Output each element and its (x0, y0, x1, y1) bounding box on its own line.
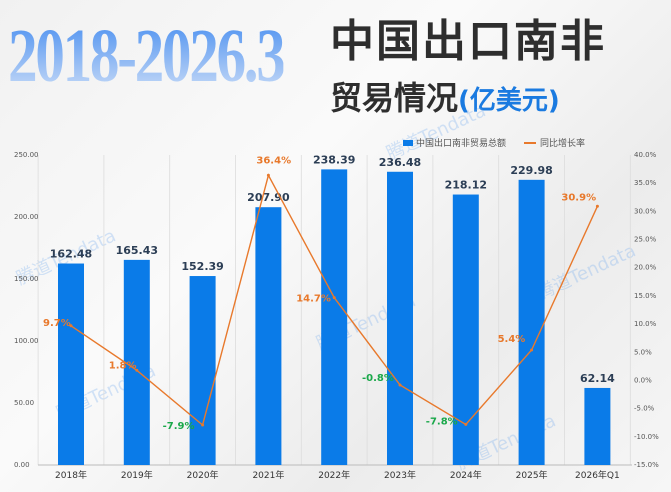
line-point (464, 422, 468, 426)
right-tick-label: 25.0% (634, 236, 657, 244)
bar-value-label: 152.39 (181, 260, 223, 273)
title-years: 2018-2026.3 (8, 14, 286, 98)
line-point (595, 204, 599, 208)
line-value-label: 5.4% (498, 334, 526, 345)
line-point (398, 383, 402, 387)
bar (584, 387, 611, 465)
right-tick-label: 30.0% (634, 207, 657, 215)
line-point (201, 423, 205, 427)
left-tick-label: 200.00 (14, 213, 39, 221)
x-tick-label: 2020年 (187, 469, 219, 481)
watermark: 腾道Tendata (533, 240, 639, 304)
bar-value-label: 162.48 (50, 248, 92, 261)
line-value-label: -7.9% (163, 421, 195, 432)
line-value-label: 1.8% (109, 360, 137, 371)
line-value-label: 36.4% (256, 155, 291, 166)
bar-value-label: 62.14 (580, 372, 615, 385)
title-unit: (亿美元) (458, 86, 560, 116)
bar-value-label: 165.43 (116, 244, 158, 257)
bar (255, 207, 282, 466)
right-tick-label: 5.0% (634, 348, 652, 356)
line-point (332, 296, 336, 300)
right-tick-label: 40.0% (634, 151, 657, 159)
x-tick-label: 2022年 (318, 469, 350, 481)
line-value-label: 30.9% (561, 192, 596, 203)
title-main: 中国出口南非 (330, 16, 606, 67)
bar (123, 259, 150, 465)
x-tick-label: 2026年Q1 (575, 469, 620, 481)
right-tick-label: 35.0% (634, 179, 657, 187)
line-point (266, 173, 270, 177)
bar-value-label: 236.48 (379, 156, 421, 169)
left-tick-label: 150.00 (14, 275, 39, 283)
right-tick-label: -10.0% (634, 433, 659, 441)
line-point (135, 368, 139, 372)
line-value-label: 14.7% (296, 294, 331, 305)
title-sub: 贸易情况(亿美元) (330, 82, 560, 114)
bar-value-label: 218.12 (445, 179, 487, 192)
legend-bar-label: 中国出口南非贸易总额 (416, 137, 506, 149)
bar (387, 171, 413, 465)
x-tick-label: 2023年 (384, 469, 416, 481)
line-value-label: 9.7% (43, 318, 71, 329)
right-tick-label: 20.0% (634, 264, 657, 272)
line-value-label: -7.8% (426, 416, 458, 427)
left-tick-label: 100.00 (14, 337, 39, 345)
bar (189, 276, 216, 465)
bar (321, 169, 348, 465)
legend-line-label: 同比增长率 (540, 137, 585, 149)
x-tick-label: 2025年 (516, 469, 548, 481)
left-tick-label: 250.00 (14, 151, 39, 159)
right-tick-label: 15.0% (634, 292, 657, 300)
right-tick-label: 10.0% (634, 320, 657, 328)
bar (58, 263, 84, 465)
right-tick-label: -5.0% (634, 405, 655, 413)
x-tick-label: 2021年 (252, 469, 284, 481)
bar-value-label: 229.98 (510, 164, 552, 177)
x-tick-label: 2024年 (450, 469, 482, 481)
line-point (69, 324, 73, 328)
legend-bar-swatch (403, 140, 413, 146)
title-sub-text: 贸易情况 (330, 79, 459, 117)
x-tick-label: 2019年 (121, 469, 153, 481)
bar-value-label: 238.39 (313, 153, 355, 166)
left-tick-label: 0.00 (14, 461, 30, 469)
bar (518, 179, 545, 465)
right-tick-label: 0.0% (634, 376, 652, 384)
line-value-label: -0.8% (362, 373, 394, 384)
line-point (530, 348, 534, 352)
right-tick-label: -15.0% (634, 461, 659, 469)
left-tick-label: 50.00 (14, 399, 34, 407)
x-tick-label: 2018年 (55, 469, 87, 481)
